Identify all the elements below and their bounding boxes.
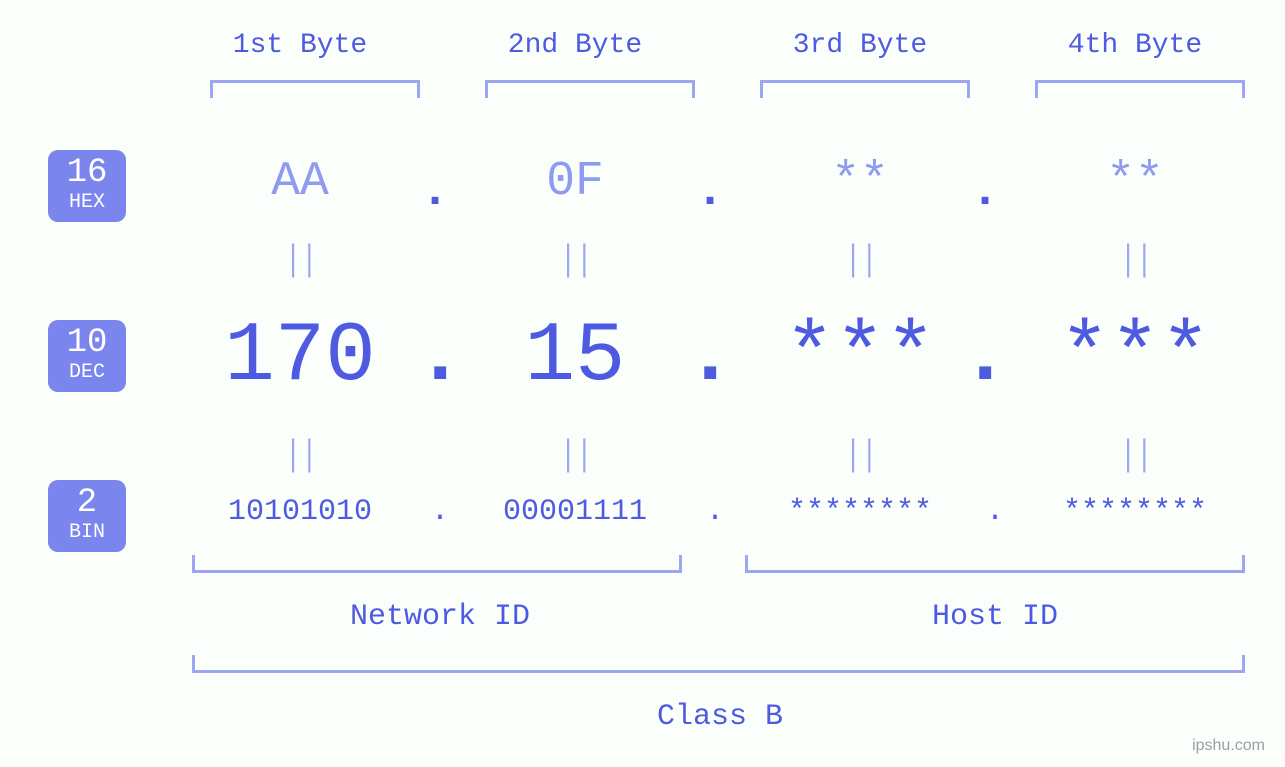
radix-txt-bin: BIN [48,522,126,544]
bin-sep-1: . [425,495,455,529]
class-bracket [192,655,1245,673]
watermark: ipshu.com [1192,737,1265,755]
top-bracket-3 [760,80,970,98]
byte-label-4: 4th Byte [1035,30,1235,61]
eq-2-3: || [845,435,875,476]
host-bracket [745,555,1245,573]
byte-label-1: 1st Byte [200,30,400,61]
dec-sep-1: . [415,310,465,405]
hex-sep-1: . [420,165,450,219]
hex-byte-3: ** [790,155,930,209]
bin-byte-2: 00001111 [460,495,690,529]
radix-badge-bin: 2 BIN [48,480,126,552]
eq-1-3: || [845,240,875,281]
dec-byte-1: 170 [185,310,415,405]
bin-sep-3: . [980,495,1010,529]
eq-1-4: || [1120,240,1150,281]
bin-byte-3: ******** [745,495,975,529]
radix-txt-hex: HEX [48,192,126,214]
bin-sep-2: . [700,495,730,529]
bin-byte-4: ******** [1020,495,1250,529]
host-id-label: Host ID [895,600,1095,634]
top-bracket-4 [1035,80,1245,98]
byte-label-2: 2nd Byte [475,30,675,61]
dec-sep-2: . [685,310,735,405]
dec-byte-3: *** [750,310,970,405]
radix-badge-dec: 10 DEC [48,320,126,392]
hex-sep-2: . [695,165,725,219]
hex-byte-1: AA [230,155,370,209]
hex-sep-3: . [970,165,1000,219]
eq-1-1: || [285,240,315,281]
dec-sep-3: . [960,310,1010,405]
top-bracket-2 [485,80,695,98]
radix-num-dec: 10 [48,326,126,360]
eq-2-2: || [560,435,590,476]
radix-badge-hex: 16 HEX [48,150,126,222]
eq-1-2: || [560,240,590,281]
eq-2-4: || [1120,435,1150,476]
network-id-label: Network ID [340,600,540,634]
byte-label-3: 3rd Byte [760,30,960,61]
dec-byte-2: 15 [475,310,675,405]
hex-byte-2: 0F [505,155,645,209]
dec-byte-4: *** [1025,310,1245,405]
top-bracket-1 [210,80,420,98]
ip-diagram: 1st Byte 2nd Byte 3rd Byte 4th Byte 16 H… [0,0,1285,767]
radix-num-hex: 16 [48,156,126,190]
radix-num-bin: 2 [48,486,126,520]
class-label: Class B [620,700,820,734]
radix-txt-dec: DEC [48,362,126,384]
hex-byte-4: ** [1065,155,1205,209]
eq-2-1: || [285,435,315,476]
network-bracket [192,555,682,573]
bin-byte-1: 10101010 [185,495,415,529]
